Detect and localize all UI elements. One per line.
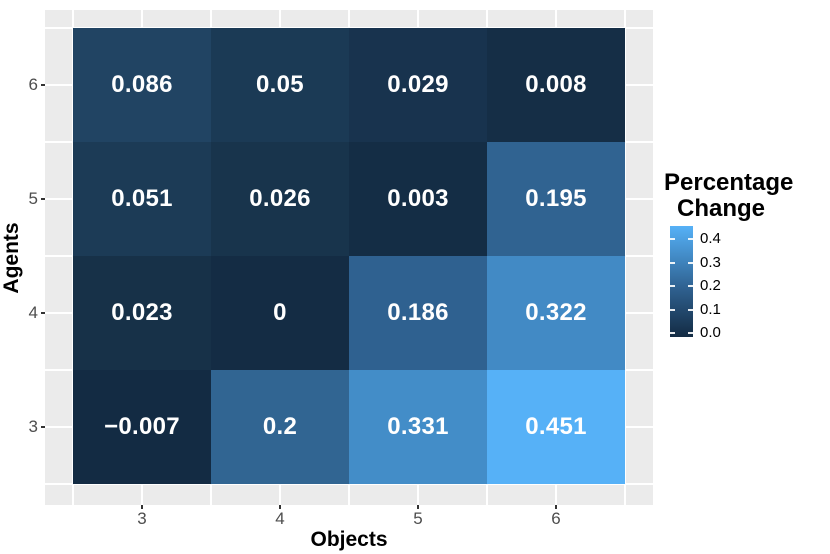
- cell-value-label: 0.451: [525, 413, 587, 440]
- legend-tick-mark: [688, 261, 693, 264]
- legend-tick-mark: [670, 285, 675, 287]
- cell-value-label: 0.023: [111, 299, 173, 326]
- y-axis-title: Agents: [0, 222, 23, 294]
- legend-tick-label: 0.2: [700, 277, 721, 294]
- legend-tick-mark: [670, 238, 675, 240]
- legend-tick-mark: [670, 308, 675, 311]
- heatmap-cell-agents3-objects6: 0.451: [487, 370, 625, 484]
- legend-title: Percentage Change: [664, 170, 830, 222]
- heatmap-cell-agents6-objects5: 0.029: [349, 28, 487, 142]
- legend-tick-mark: [688, 308, 693, 311]
- cell-value-label: −0.007: [104, 413, 180, 440]
- x-axis-title: Objects: [310, 528, 388, 551]
- cell-value-label: 0: [273, 299, 287, 326]
- heatmap-cell-agents4-objects4: 0: [211, 256, 349, 370]
- cell-value-label: 0.331: [387, 413, 449, 440]
- x-tick-mark: [141, 505, 143, 509]
- legend-tick-label: 0.0: [700, 324, 721, 341]
- gridline: [624, 10, 626, 505]
- gridline: [45, 483, 653, 485]
- heatmap-cell-agents5-objects3: 0.051: [73, 142, 211, 256]
- legend-title-line2: Change: [677, 194, 766, 222]
- legend-colorbar: [670, 226, 693, 337]
- heatmap-cell-agents3-objects3: −0.007: [73, 370, 211, 484]
- y-tick-mark: [41, 312, 45, 314]
- y-tick-mark: [41, 84, 45, 86]
- cell-value-label: 0.008: [525, 71, 587, 98]
- legend-tick-mark: [670, 261, 675, 264]
- cell-value-label: 0.026: [249, 185, 311, 212]
- cell-value-label: 0.086: [111, 71, 173, 98]
- x-tick-label: 6: [551, 509, 561, 528]
- heatmap-tile-grid: 0.086 0.05 0.029 0.008 0.051 0.026 0.003 0.195 0…: [73, 28, 625, 484]
- y-tick-mark: [41, 198, 45, 200]
- heatmap-cell-agents5-objects4: 0.026: [211, 142, 349, 256]
- legend-tick-label: 0.3: [700, 253, 721, 271]
- x-tick-mark: [555, 505, 557, 509]
- legend-tick-mark: [688, 238, 693, 240]
- legend-tick-label: 0.4: [700, 230, 721, 247]
- x-tick-label: 5: [413, 509, 423, 528]
- plot-panel: 0.086 0.05 0.029 0.008 0.051 0.026 0.003 0.195 0…: [45, 10, 653, 505]
- legend-tick-mark: [670, 332, 675, 334]
- heatmap-cell-agents6-objects4: 0.05: [211, 28, 349, 142]
- heatmap-cell-agents4-objects6: 0.322: [487, 256, 625, 370]
- y-tick-label: 4: [28, 303, 38, 322]
- y-tick-mark: [41, 426, 45, 428]
- cell-value-label: 0.186: [387, 299, 449, 326]
- cell-value-label: 0.195: [525, 185, 587, 212]
- heatmap-cell-agents4-objects5: 0.186: [349, 256, 487, 370]
- legend-title-line1: Percentage: [664, 169, 794, 196]
- heatmap-cell-agents5-objects5: 0.003: [349, 142, 487, 256]
- legend-tick-mark: [688, 332, 693, 334]
- heatmap-cell-agents5-objects6: 0.195: [487, 142, 625, 256]
- heatmap-cell-agents3-objects4: 0.2: [211, 370, 349, 484]
- y-tick-label: 6: [28, 75, 38, 94]
- cell-value-label: 0.322: [525, 299, 587, 326]
- y-tick-label: 3: [28, 417, 38, 436]
- heatmap-cell-agents6-objects6: 0.008: [487, 28, 625, 142]
- x-tick-mark: [279, 505, 281, 509]
- cell-value-label: 0.05: [256, 71, 304, 98]
- cell-value-label: 0.2: [262, 413, 298, 440]
- x-tick-label: 3: [137, 509, 147, 528]
- legend-tick-mark: [688, 285, 693, 287]
- x-tick-label: 4: [275, 509, 285, 528]
- cell-value-label: 0.003: [387, 185, 449, 212]
- legend: Percentage Change 0.4 0.3 0.2 0.1 0.0: [664, 170, 830, 341]
- cell-value-label: 0.051: [111, 185, 173, 212]
- heatmap-cell-agents3-objects5: 0.331: [349, 370, 487, 484]
- cell-value-label: 0.029: [387, 71, 449, 98]
- x-tick-mark: [417, 505, 419, 509]
- y-tick-label: 5: [28, 189, 38, 208]
- heatmap-cell-agents6-objects3: 0.086: [73, 28, 211, 142]
- legend-tick-label: 0.1: [700, 300, 721, 318]
- heatmap-cell-agents4-objects3: 0.023: [73, 256, 211, 370]
